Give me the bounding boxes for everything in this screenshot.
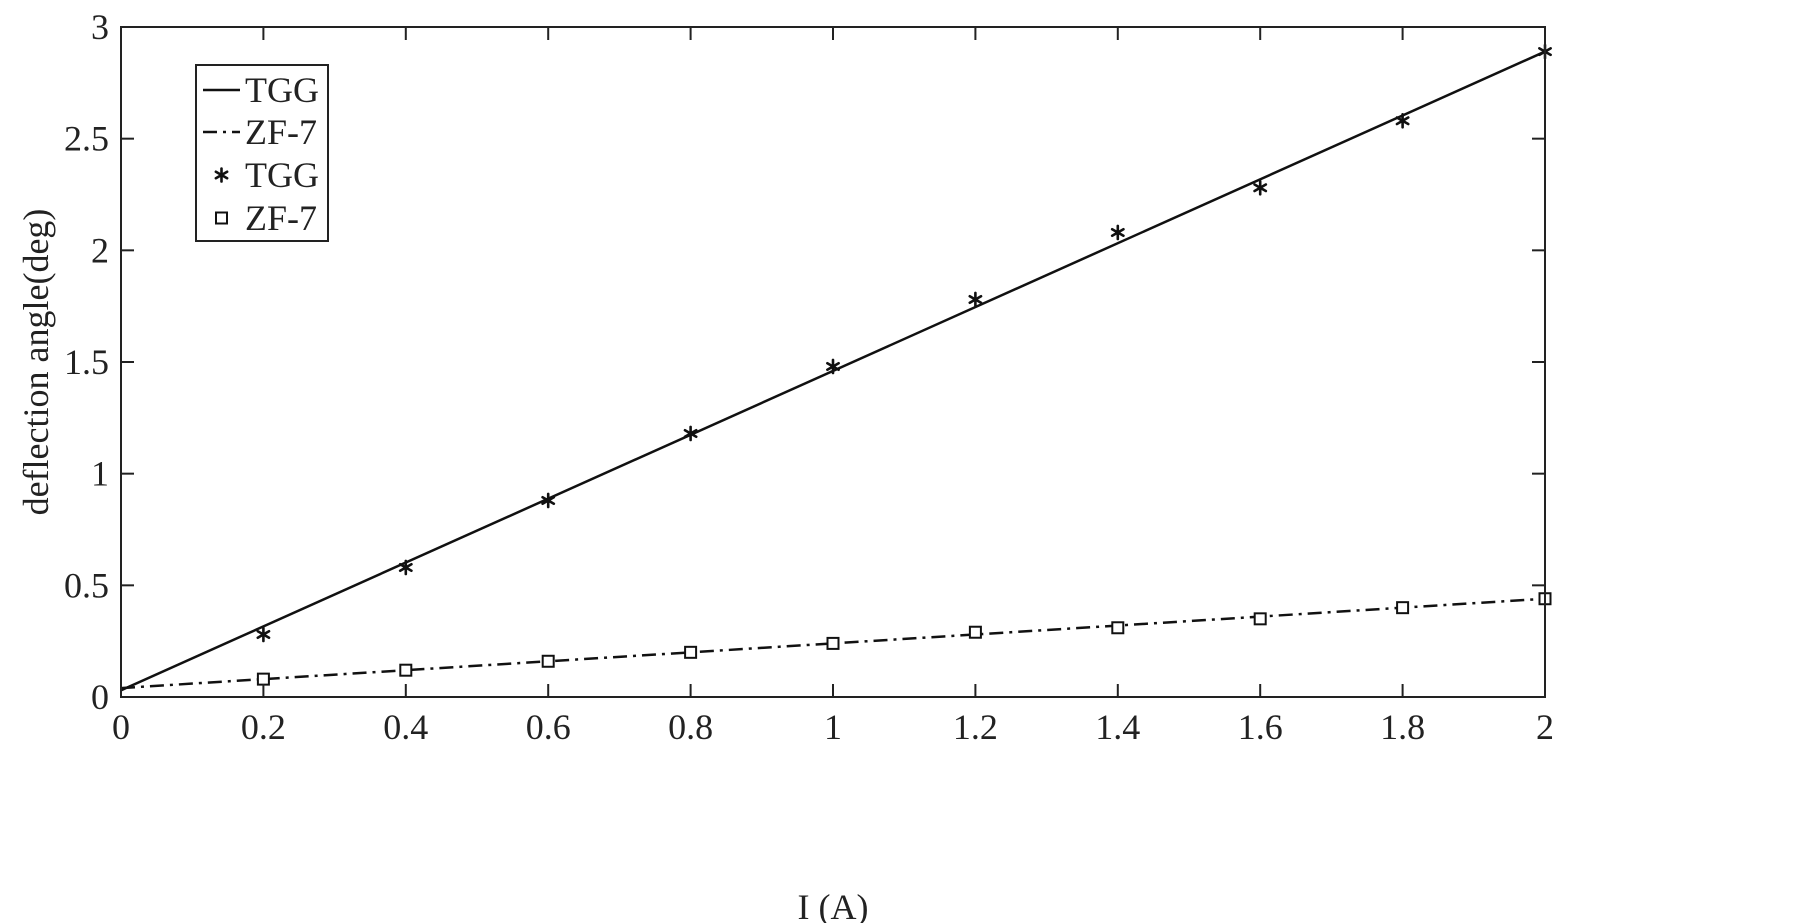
x-tick-label: 0.4	[383, 707, 428, 747]
x-tick-label: 1.2	[953, 707, 998, 747]
data-point-zf7	[541, 654, 555, 668]
legend-label-tgg-line: TGG	[245, 70, 319, 110]
y-tick-label: 2.5	[64, 119, 109, 159]
legend-swatch-zf7-marker	[215, 211, 228, 225]
series-line-zf7	[120, 597, 1546, 690]
x-tick-label: 0.6	[526, 707, 571, 747]
data-point-zf7	[826, 636, 840, 650]
x-tick-label: 0.2	[241, 707, 286, 747]
data-point-tgg	[1253, 180, 1268, 196]
x-tick-label: 1.4	[1095, 707, 1140, 747]
legend-label-tgg-marker: TGG	[245, 155, 319, 195]
data-point-zf7	[399, 663, 413, 677]
data-point-zf7	[684, 645, 698, 659]
data-point-tgg	[541, 492, 556, 509]
y-axis: 0 0.5 1 1.5 2 2.5 3	[64, 7, 1545, 717]
data-point-tgg	[1110, 224, 1125, 241]
data-point-zf7	[968, 625, 982, 639]
legend-label-zf7-line: ZF-7	[245, 112, 317, 152]
y-tick-label: 0.5	[64, 565, 109, 605]
y-tick-label: 1	[91, 454, 109, 494]
y-tick-label: 0	[91, 677, 109, 717]
y-tick-label: 1.5	[64, 342, 109, 382]
data-point-zf7	[1253, 612, 1267, 626]
x-tick-label: 0	[112, 707, 130, 747]
legend-asterisk	[214, 167, 229, 183]
data-point-zf7	[1396, 601, 1410, 615]
x-tick-label: 1.6	[1238, 707, 1283, 747]
data-point-tgg	[398, 559, 413, 576]
data-point-tgg	[683, 425, 698, 442]
data-point-tgg	[826, 358, 840, 375]
data-point-tgg	[1395, 113, 1410, 129]
legend-label-zf7-marker: ZF-7	[245, 198, 317, 238]
data-point-tgg	[256, 626, 271, 643]
data-point-zf7	[1111, 621, 1125, 635]
legend: TGG ZF-7 TGG ZF-7	[195, 64, 329, 242]
x-axis-label: I (A)	[798, 887, 869, 923]
legend-swatch-tgg-marker	[214, 167, 229, 183]
data-point-tgg	[968, 291, 983, 308]
y-tick-label: 2	[91, 230, 109, 270]
y-axis-label: deflection angle(deg)	[16, 209, 56, 516]
x-axis: 0 0.2 0.4 0.6 0.8 1 1.2 1.4 1.6 1.8 2	[112, 27, 1554, 747]
x-tick-label: 1.8	[1380, 707, 1425, 747]
y-tick-label: 3	[91, 7, 109, 47]
data-point-zf7	[256, 672, 270, 686]
chart-marks	[120, 43, 1552, 692]
x-tick-label: 0.8	[668, 707, 713, 747]
x-tick-label: 2	[1536, 707, 1554, 747]
x-tick-label: 1	[824, 707, 842, 747]
